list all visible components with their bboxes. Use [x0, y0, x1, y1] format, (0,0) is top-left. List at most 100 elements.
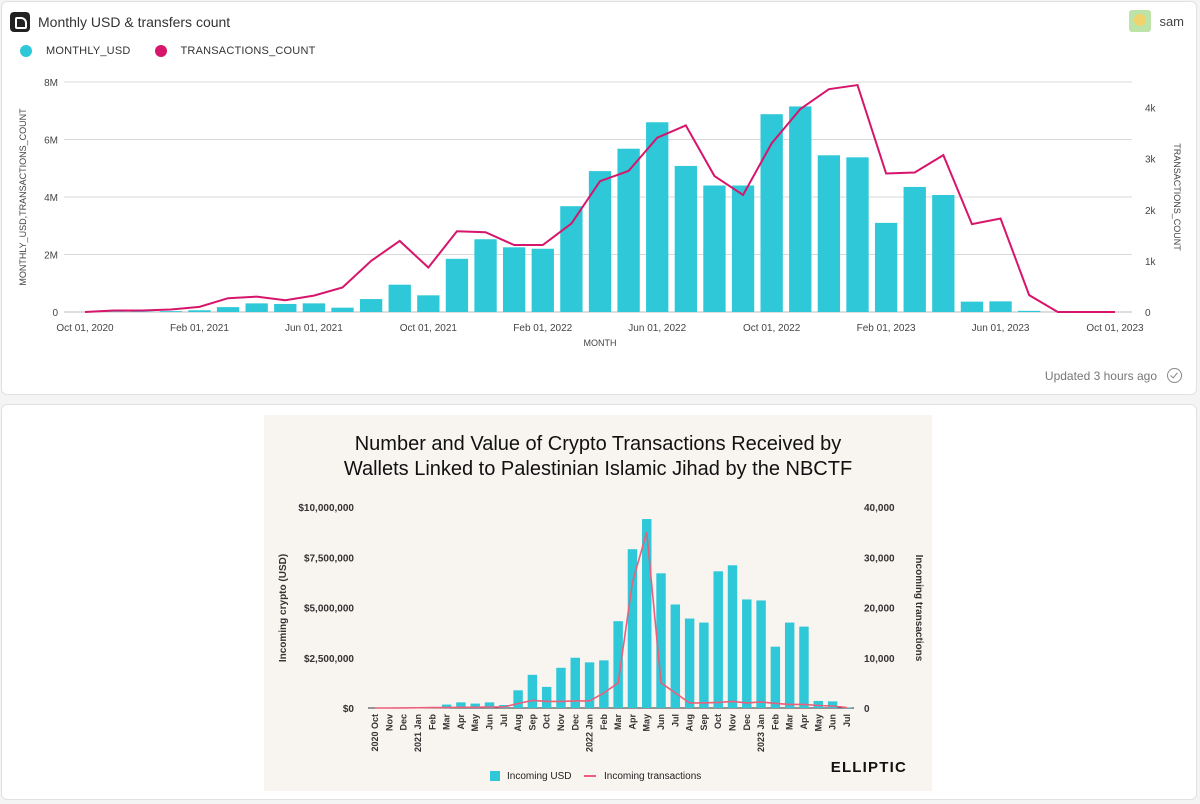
- y-tick-label: $0: [343, 704, 355, 715]
- elliptic-logo: ELLIPTIC: [831, 759, 907, 776]
- y-axis-title: Incoming crypto (USD): [278, 554, 289, 662]
- x-tick-label: Feb 01, 2023: [857, 323, 916, 334]
- bar-incoming-usd: [613, 621, 623, 708]
- y-tick-label: 6M: [44, 136, 58, 147]
- x-tick-label: Oct 01, 2021: [400, 323, 458, 334]
- x-tick-label: Apr: [627, 714, 637, 730]
- bar-monthly-usd: [789, 106, 812, 312]
- bar-incoming-usd: [699, 622, 709, 708]
- x-tick-label: Nov: [728, 714, 738, 731]
- legend-dot-usd-icon: [20, 45, 32, 57]
- chart-legend: MONTHLY_USD TRANSACTIONS_COUNT: [20, 45, 340, 57]
- bar-monthly-usd: [445, 258, 469, 312]
- x-tick-label: Aug: [513, 714, 523, 732]
- x-tick-label: May: [642, 714, 652, 732]
- user-menu[interactable]: sam: [1129, 10, 1184, 32]
- top-chart-svg: 0 2M 4M 6M 8M 0 1k 2k 3k 4k MONTHLY_USD,TRANSACTIO…: [18, 78, 1182, 348]
- x-tick-label: Feb: [599, 714, 609, 731]
- bar-incoming-usd: [842, 707, 852, 708]
- x-tick-label: Apr: [456, 714, 466, 730]
- legend-label: Incoming transactions: [604, 771, 701, 782]
- y-tick-label: 4M: [44, 193, 58, 204]
- x-tick-label: 2022 Jan: [585, 714, 595, 752]
- x-tick-label: Mar: [613, 714, 623, 731]
- legend-dot-tx-icon: [154, 45, 167, 57]
- bar-monthly-usd: [932, 194, 955, 312]
- y-tick-label: $5,000,000: [304, 604, 354, 615]
- bar-incoming-usd: [684, 618, 695, 708]
- x-tick-label: Feb 01, 2021: [170, 323, 229, 334]
- x-tick-label: May: [813, 714, 823, 732]
- bar-monthly-usd: [989, 301, 1012, 312]
- x-tick-label: Feb 01, 2022: [513, 323, 572, 334]
- bar-monthly-usd: [331, 307, 354, 312]
- x-tick-label: Oct 01, 2020: [56, 323, 114, 334]
- bar-monthly-usd: [588, 171, 612, 312]
- x-tick-label: May: [470, 714, 480, 732]
- y2-tick-label: 0: [864, 704, 870, 715]
- y-tick-label: $2,500,000: [304, 654, 354, 665]
- elliptic-title-line: Number and Value of Crypto Transactions …: [355, 433, 842, 455]
- bar-monthly-usd: [245, 303, 268, 312]
- x-tick-label: Jul: [670, 714, 680, 727]
- x-tick-label: 2020 Oct: [370, 714, 380, 752]
- x-tick-label: Dec: [399, 714, 409, 731]
- user-name: sam: [1159, 13, 1184, 29]
- x-tick-label: Mar: [442, 714, 452, 731]
- bar-monthly-usd: [674, 165, 697, 312]
- x-tick-label: Dec: [570, 714, 580, 731]
- bar-monthly-usd: [874, 222, 898, 312]
- x-tick-label: Oct 01, 2023: [1086, 323, 1144, 334]
- bar-incoming-usd: [556, 667, 566, 708]
- y-tick-label: $10,000,000: [298, 503, 354, 514]
- bar-incoming-usd: [527, 674, 538, 708]
- bar-incoming-usd: [756, 600, 766, 708]
- x-tick-label: Oct 01, 2022: [743, 323, 801, 334]
- bar-monthly-usd: [560, 206, 583, 312]
- bar-incoming-usd: [599, 660, 609, 708]
- bar-incoming-usd: [584, 662, 595, 708]
- bar-incoming-usd: [784, 622, 795, 708]
- bar-incoming-usd: [642, 519, 652, 708]
- app-logo-icon[interactable]: [10, 12, 30, 32]
- y-tick-label: 0: [52, 308, 58, 319]
- avatar[interactable]: [1129, 10, 1152, 32]
- x-tick-label: Mar: [785, 714, 795, 731]
- bar-monthly-usd: [159, 311, 182, 312]
- legend-item-monthly-usd[interactable]: MONTHLY_USD: [20, 45, 131, 57]
- bar-monthly-usd: [188, 310, 211, 312]
- y2-tick-label: 10,000: [864, 654, 895, 665]
- bar-incoming-usd: [627, 549, 638, 708]
- check-circle-icon[interactable]: [1167, 368, 1182, 383]
- bar-incoming-usd: [713, 571, 723, 708]
- elliptic-chart-svg: Number and Value of Crypto Transactions …: [278, 433, 924, 782]
- bar-monthly-usd: [388, 284, 411, 312]
- line-transactions-count: [84, 83, 1115, 313]
- bar-monthly-usd: [302, 303, 326, 312]
- x-tick-label: Jun: [656, 714, 666, 730]
- x-tick-label: Jul: [499, 714, 509, 727]
- y2-axis-title: TRANSACTIONS_COUNT: [1172, 143, 1182, 251]
- x-tick-label: Aug: [685, 714, 695, 732]
- bar-monthly-usd: [617, 148, 640, 312]
- x-axis-title: MONTH: [584, 338, 617, 348]
- x-tick-label: 2021 Jan: [413, 714, 423, 752]
- bar-incoming-usd: [570, 657, 580, 708]
- bar-monthly-usd: [1018, 310, 1041, 312]
- bar-incoming-usd: [656, 573, 666, 708]
- bar-incoming-usd: [827, 701, 838, 708]
- bar-monthly-usd: [503, 247, 526, 312]
- y2-tick-label: 0: [1145, 308, 1151, 319]
- bar-monthly-usd: [417, 295, 440, 312]
- x-tick-label: Jun: [485, 714, 495, 730]
- y2-tick-label: 30,000: [864, 553, 895, 564]
- legend-item-transactions-count[interactable]: TRANSACTIONS_COUNT: [154, 45, 316, 57]
- x-tick-label: Feb: [427, 714, 437, 731]
- bar-monthly-usd: [903, 186, 926, 312]
- y2-tick-label: 2k: [1145, 206, 1157, 217]
- bar-monthly-usd: [846, 157, 869, 312]
- y-tick-label: 2M: [44, 251, 58, 262]
- x-tick-label: Jun 01, 2021: [285, 323, 343, 334]
- x-tick-label: 2023 Jan: [756, 714, 766, 752]
- x-tick-label: Sep: [699, 714, 709, 731]
